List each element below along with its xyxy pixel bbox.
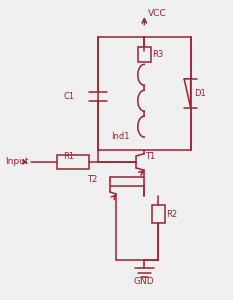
Text: Ind1: Ind1 (111, 132, 129, 141)
Bar (58, 155, 89, 169)
Text: Input: Input (5, 158, 29, 166)
Text: D1: D1 (194, 89, 206, 98)
Text: T2: T2 (87, 176, 97, 184)
Text: GND: GND (134, 277, 155, 286)
Bar (152, 205, 165, 223)
Polygon shape (184, 79, 191, 108)
Text: R1: R1 (63, 152, 75, 161)
Text: C1: C1 (64, 92, 75, 101)
Text: VCC: VCC (148, 9, 166, 18)
Text: T1: T1 (145, 152, 156, 161)
Text: R2: R2 (166, 210, 177, 219)
Text: R3: R3 (152, 50, 164, 59)
Bar (138, 47, 151, 62)
